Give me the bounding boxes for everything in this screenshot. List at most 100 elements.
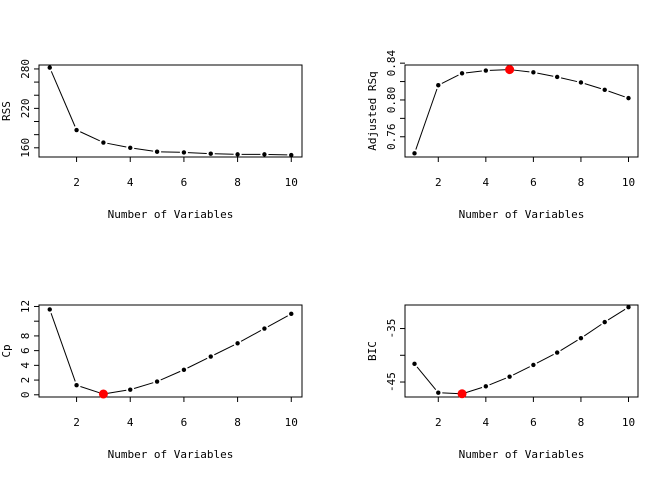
x-tick-label: 10 — [622, 416, 635, 429]
data-point — [626, 304, 631, 310]
series-segment — [160, 370, 181, 381]
data-point — [181, 150, 187, 155]
data-point — [47, 307, 52, 312]
data-point — [531, 362, 536, 368]
data-point — [626, 95, 631, 101]
y-tick-label: 8 — [19, 333, 32, 340]
x-tick-label: 4 — [483, 176, 490, 189]
y-tick-label: -35 — [385, 319, 398, 339]
y-tick-label: 0.84 — [385, 50, 398, 77]
data-point — [412, 361, 417, 367]
data-point — [154, 379, 160, 384]
x-tick-label: 4 — [127, 176, 134, 189]
x-tick-label: 4 — [127, 416, 134, 429]
series-segment — [187, 152, 207, 155]
series-segment — [560, 339, 578, 351]
data-point — [436, 390, 441, 395]
plot-frame — [404, 304, 639, 398]
data-point — [412, 151, 417, 156]
x-tick-label: 2 — [435, 176, 442, 189]
data-point — [208, 151, 213, 156]
y-tick-label: 0.76 — [385, 124, 398, 151]
y-tick-label: 0.80 — [385, 87, 398, 114]
series-segment — [465, 70, 482, 74]
series-segment — [583, 323, 602, 337]
plot-frame — [38, 304, 303, 398]
x-tick-label: 6 — [181, 416, 188, 429]
y-axis-label: Cp — [0, 344, 13, 357]
series-segment — [537, 72, 554, 77]
optimal-point-marker — [98, 389, 108, 399]
series-segment — [416, 366, 437, 390]
x-tick-label: 6 — [530, 416, 537, 429]
series-segment — [187, 357, 208, 369]
x-tick-label: 2 — [435, 416, 442, 429]
data-point — [483, 384, 489, 389]
x-tick-label: 10 — [285, 176, 298, 189]
data-point — [128, 387, 133, 392]
series-segment — [560, 77, 578, 83]
data-point — [483, 68, 489, 73]
x-tick-label: 8 — [234, 176, 241, 189]
series-segment — [608, 90, 625, 98]
series-segment — [465, 387, 483, 394]
y-tick-label: 4 — [19, 362, 32, 369]
series-segment — [133, 382, 154, 389]
data-point — [507, 374, 512, 379]
series-segment — [107, 142, 127, 148]
data-point — [289, 311, 294, 317]
series-segment — [513, 69, 530, 73]
y-axis-label: Adjusted RSq — [366, 71, 379, 150]
series-segment — [489, 377, 507, 386]
x-tick-label: 8 — [234, 416, 241, 429]
series-segment — [50, 71, 76, 127]
y-tick-label: 6 — [19, 347, 32, 354]
data-point — [531, 70, 536, 75]
series-segment — [584, 83, 602, 90]
y-tick-label: 2 — [19, 377, 32, 384]
y-axis-label: BIC — [366, 341, 379, 361]
data-point — [554, 350, 560, 355]
x-axis-label: Number of Variables — [459, 448, 585, 461]
data-point — [235, 341, 240, 346]
x-tick-label: 6 — [530, 176, 537, 189]
data-point — [289, 152, 294, 158]
series-segment — [536, 353, 554, 364]
data-point — [101, 140, 106, 145]
data-point — [262, 152, 267, 157]
data-point — [578, 335, 584, 341]
series-segment — [441, 74, 459, 84]
data-point — [602, 87, 607, 93]
y-tick-label: 220 — [19, 98, 32, 118]
series-segment — [50, 313, 76, 382]
x-tick-label: 8 — [578, 416, 585, 429]
series-segment — [214, 344, 235, 356]
data-point — [74, 127, 79, 133]
data-point — [208, 354, 213, 359]
data-point — [47, 65, 52, 70]
x-axis-label: Number of Variables — [459, 208, 585, 221]
y-axis-label: RSS — [0, 101, 13, 121]
panel-bottom-left: 2 4 6 8 10 0 2 4 6 8 12 Number of Variables Cp — [0, 300, 303, 461]
x-tick-label: 10 — [285, 416, 298, 429]
data-point — [128, 145, 133, 150]
y-tick-label: 12 — [19, 300, 32, 313]
x-tick-label: 2 — [73, 176, 80, 189]
data-point — [154, 149, 160, 154]
x-tick-label: 4 — [483, 416, 490, 429]
data-point — [181, 367, 187, 372]
panel-top-left: 2 4 6 8 10 160 220 280 Number of Variables RSS — [0, 59, 303, 221]
data-point — [554, 74, 560, 80]
data-point — [578, 80, 584, 85]
data-point — [262, 326, 267, 331]
series-segment — [240, 330, 262, 342]
x-tick-label: 6 — [181, 176, 188, 189]
x-axis-label: Number of Variables — [108, 208, 234, 221]
series-segment — [107, 389, 127, 394]
plot-frame — [38, 64, 303, 158]
x-tick-label: 10 — [622, 176, 635, 189]
data-point — [74, 383, 79, 388]
series-segment — [607, 308, 626, 321]
panel-top-right: 2 4 6 8 10 0.76 0.80 0.84 Number of Variables Adj… — [366, 50, 639, 221]
